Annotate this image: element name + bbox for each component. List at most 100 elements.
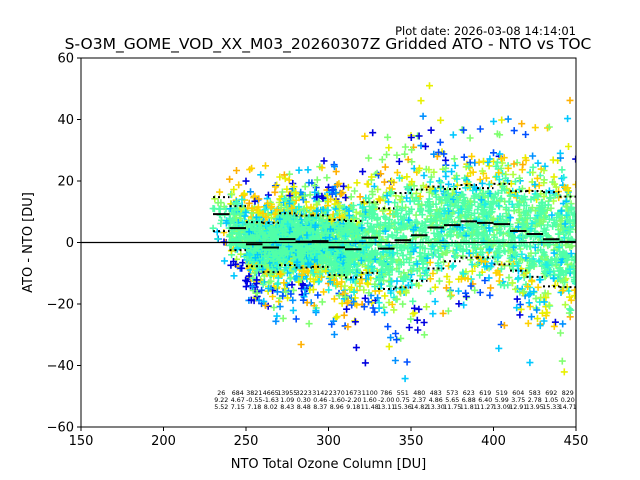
data-point bbox=[389, 258, 396, 266]
y-tick-label: 40 bbox=[57, 113, 74, 128]
data-point bbox=[297, 341, 305, 348]
data-point bbox=[513, 192, 521, 200]
data-point bbox=[285, 176, 293, 184]
data-point bbox=[543, 309, 551, 317]
data-point bbox=[564, 216, 572, 224]
data-point bbox=[409, 310, 417, 318]
data-point bbox=[327, 225, 334, 233]
data-point bbox=[347, 193, 355, 201]
data-point bbox=[371, 308, 379, 316]
bin-mean-label: -2.00 bbox=[378, 397, 394, 404]
data-point bbox=[436, 253, 444, 261]
bin-mean-label: -0.55 bbox=[246, 397, 262, 404]
bin-std-label: 11.75 bbox=[443, 404, 461, 411]
data-point bbox=[401, 150, 409, 158]
data-point bbox=[333, 313, 341, 321]
data-point bbox=[228, 190, 236, 198]
data-point bbox=[435, 148, 443, 156]
data-point bbox=[304, 250, 312, 257]
data-point bbox=[471, 209, 478, 217]
data-point bbox=[487, 284, 495, 292]
data-point bbox=[426, 208, 434, 215]
data-point bbox=[330, 317, 338, 325]
data-point bbox=[528, 276, 536, 284]
data-point bbox=[540, 298, 548, 306]
data-point bbox=[485, 180, 493, 188]
data-point bbox=[516, 311, 524, 319]
data-point bbox=[344, 297, 352, 305]
data-point bbox=[300, 205, 308, 213]
data-point bbox=[259, 228, 267, 236]
data-point bbox=[295, 166, 303, 174]
data-point bbox=[550, 322, 558, 330]
data-point bbox=[269, 228, 277, 236]
data-point bbox=[381, 178, 388, 186]
bin-count-label: 829 bbox=[562, 390, 574, 397]
data-point bbox=[530, 261, 538, 269]
data-point bbox=[495, 169, 503, 177]
data-point bbox=[361, 294, 369, 302]
data-point bbox=[446, 228, 454, 236]
data-point bbox=[395, 268, 403, 276]
data-point bbox=[492, 269, 500, 277]
data-point bbox=[365, 289, 373, 297]
data-point bbox=[410, 182, 418, 190]
y-tick-label: −60 bbox=[47, 421, 74, 436]
data-point bbox=[311, 181, 319, 189]
data-point bbox=[262, 242, 270, 250]
data-point bbox=[408, 205, 415, 213]
bin-mean-label: 3.75 bbox=[511, 397, 525, 404]
data-point bbox=[420, 319, 428, 326]
data-point bbox=[430, 168, 438, 176]
data-point bbox=[393, 225, 400, 233]
data-point bbox=[497, 229, 505, 237]
data-point bbox=[563, 211, 570, 219]
data-point bbox=[483, 262, 491, 270]
data-point bbox=[506, 192, 514, 199]
bin-std-label: 13.95 bbox=[526, 404, 544, 411]
data-point bbox=[405, 259, 413, 266]
x-tick-label: 450 bbox=[564, 434, 589, 449]
x-tick-label: 250 bbox=[234, 434, 259, 449]
data-point bbox=[259, 280, 267, 288]
data-point bbox=[478, 179, 486, 187]
data-point bbox=[325, 229, 333, 237]
data-point bbox=[349, 202, 357, 209]
data-point bbox=[410, 226, 417, 234]
data-point bbox=[272, 317, 280, 325]
data-point bbox=[471, 286, 479, 294]
data-point bbox=[260, 297, 268, 305]
data-point bbox=[357, 257, 365, 264]
data-point bbox=[451, 162, 459, 169]
data-point bbox=[449, 131, 457, 139]
data-point bbox=[422, 142, 429, 150]
data-point bbox=[358, 276, 366, 283]
data-point bbox=[446, 292, 454, 300]
data-point bbox=[529, 152, 537, 160]
data-point bbox=[399, 252, 407, 260]
data-point bbox=[423, 254, 431, 262]
bin-mean-label: 0.30 bbox=[297, 397, 311, 404]
data-point bbox=[247, 188, 254, 196]
data-point bbox=[349, 275, 357, 283]
data-point bbox=[209, 205, 217, 212]
data-point bbox=[343, 228, 351, 236]
plot-date: Plot date: 2026-03-08 14:14:01 bbox=[395, 24, 576, 38]
data-point bbox=[502, 174, 509, 182]
data-point bbox=[411, 304, 418, 312]
data-point bbox=[465, 249, 473, 257]
data-point bbox=[515, 242, 523, 250]
data-point bbox=[439, 309, 447, 317]
data-point bbox=[544, 290, 552, 298]
data-point bbox=[337, 254, 345, 261]
data-point bbox=[327, 195, 335, 203]
x-tick-label: 200 bbox=[151, 434, 176, 449]
data-point bbox=[333, 263, 341, 271]
data-point bbox=[403, 173, 411, 181]
data-point bbox=[417, 206, 425, 214]
data-point bbox=[377, 275, 385, 283]
data-point bbox=[248, 204, 256, 212]
data-point bbox=[516, 255, 524, 263]
data-point bbox=[367, 249, 375, 257]
